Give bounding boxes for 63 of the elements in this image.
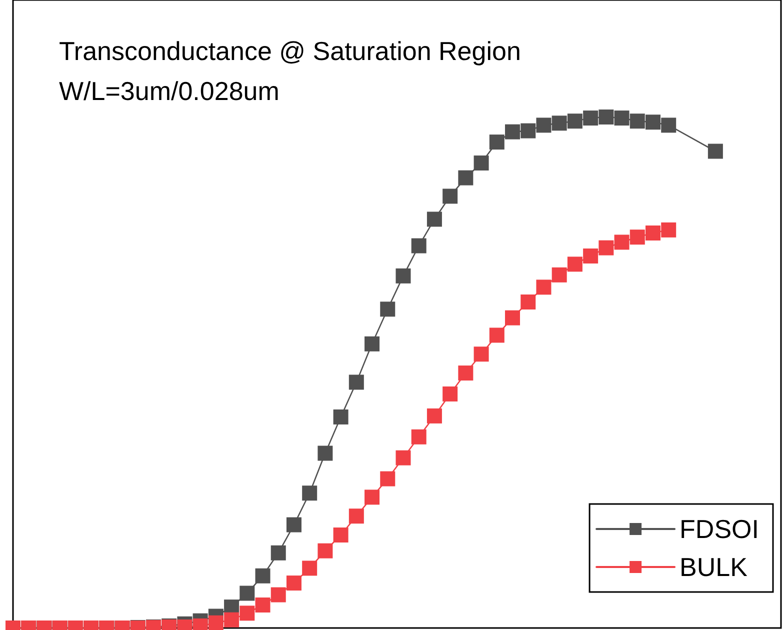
point [583,248,598,264]
point [270,587,286,602]
point [458,366,474,381]
point [286,517,302,532]
chart-title: Transconductance @ Saturation Region [59,36,521,66]
point [567,256,582,272]
point [364,490,380,505]
point [536,118,552,133]
point [364,336,380,352]
point [270,545,286,560]
point [224,612,240,628]
point [474,156,489,171]
point [426,408,442,424]
point [630,114,645,129]
point [646,226,660,241]
point [396,268,411,284]
point [458,170,474,186]
point [333,528,348,542]
point [380,471,396,486]
point [489,328,504,343]
point [552,267,567,282]
point [614,234,630,250]
point [708,144,723,159]
point [426,212,442,227]
point [489,134,504,150]
point [286,576,302,591]
point [255,568,270,584]
point [348,508,364,524]
point [380,302,396,317]
point [536,280,552,295]
chart-subtitle: W/L=3um/0.028um [59,76,280,106]
legend-label: BULK [680,552,748,582]
point [255,598,270,613]
point [552,116,567,131]
point [411,238,426,254]
point [567,114,582,129]
point [646,114,660,130]
point [614,110,630,126]
point [520,294,536,310]
point [598,240,614,256]
point [348,374,364,390]
point [302,560,318,576]
point [208,615,224,630]
point [411,429,426,444]
point [396,450,411,466]
point [333,409,348,424]
point [505,124,520,140]
point [240,606,255,621]
legend-label: FDSOI [680,514,760,544]
point [318,446,333,461]
point [598,110,614,125]
point [520,123,536,138]
point [318,543,333,558]
point [442,386,458,402]
point [442,188,458,204]
point [583,110,598,126]
point [630,230,645,245]
point [240,586,255,601]
point [302,486,318,501]
point [661,118,676,133]
point [505,310,520,326]
point [474,346,489,362]
point [661,222,676,238]
